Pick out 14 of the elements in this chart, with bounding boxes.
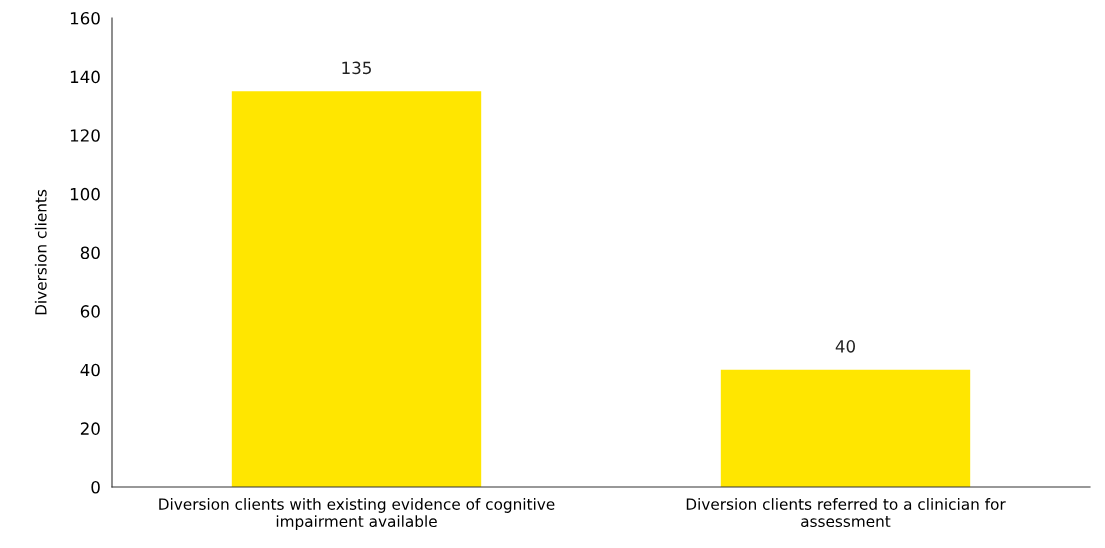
y-tick-label: 20	[80, 422, 100, 435]
y-tick-label: 100	[70, 187, 100, 201]
data-label: 40	[835, 340, 855, 353]
y-tick-label: 120	[70, 129, 100, 142]
y-tick-label: 60	[80, 305, 100, 318]
x-tick-label: Diversion clients with existing evidence of cognitive impairment available	[159, 498, 555, 530]
x-tick-label: Diversion clients referred to a clinician for assessment	[686, 498, 1006, 528]
y-tick-label: 40	[80, 363, 100, 377]
data-label: 135	[342, 61, 371, 75]
y-tick-label: 80	[80, 246, 100, 260]
y-axis-title: Diversion clients	[34, 189, 47, 315]
y-tick-label: 160	[70, 11, 100, 25]
y-tick-label: 140	[70, 70, 100, 84]
y-tick-label: 0	[91, 480, 100, 494]
